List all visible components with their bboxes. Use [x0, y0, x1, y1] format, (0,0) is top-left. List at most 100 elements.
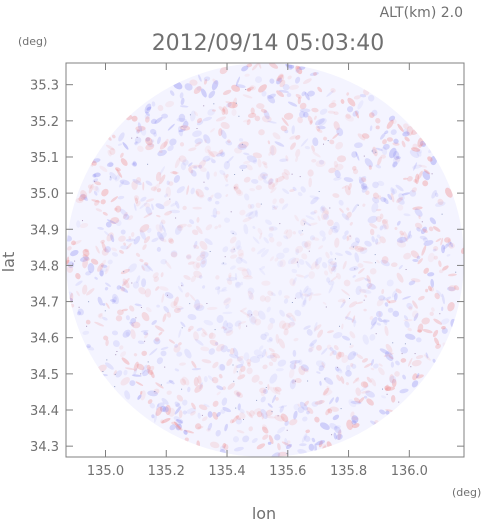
velocity-patch	[395, 288, 402, 294]
velocity-patch	[295, 76, 301, 84]
velocity-patch	[141, 265, 145, 271]
velocity-patch	[381, 256, 389, 264]
y-tick-label: 34.7	[30, 296, 59, 311]
velocity-patch	[381, 319, 390, 323]
velocity-patch	[188, 147, 197, 152]
velocity-patch	[429, 217, 437, 225]
velocity-patch	[447, 273, 457, 277]
velocity-patch	[367, 94, 375, 102]
velocity-patch	[221, 286, 227, 291]
speckle	[304, 223, 305, 225]
speckle	[291, 302, 293, 303]
velocity-patch	[200, 250, 206, 257]
velocity-patch	[382, 219, 389, 230]
velocity-patch	[204, 145, 211, 154]
velocity-patch	[335, 351, 342, 360]
velocity-patch	[105, 339, 109, 347]
speckle	[169, 198, 171, 200]
velocity-patch	[235, 76, 241, 87]
velocity-patch	[155, 382, 164, 389]
velocity-patch	[104, 286, 109, 291]
velocity-patch	[244, 193, 250, 201]
velocity-patch	[281, 172, 289, 180]
speckle	[334, 258, 336, 260]
velocity-patch	[357, 100, 364, 110]
velocity-patch	[309, 195, 320, 200]
velocity-patch	[178, 329, 182, 338]
velocity-patch	[91, 160, 97, 166]
velocity-patch	[236, 356, 245, 365]
velocity-patch	[169, 209, 181, 214]
velocity-patch	[205, 224, 213, 231]
velocity-patch	[272, 132, 281, 140]
velocity-patch	[382, 139, 387, 145]
velocity-patch	[345, 113, 351, 119]
velocity-patch	[102, 316, 108, 321]
velocity-patch	[271, 452, 281, 457]
velocity-patch	[413, 162, 418, 171]
velocity-patch	[345, 382, 349, 386]
velocity-patch	[412, 258, 419, 263]
velocity-patch	[416, 373, 420, 378]
velocity-patch	[453, 285, 460, 291]
velocity-patch	[395, 360, 400, 366]
velocity-patch	[121, 277, 130, 287]
velocity-patch	[448, 285, 457, 292]
velocity-patch	[212, 361, 219, 369]
speckle	[106, 359, 108, 361]
velocity-patch	[136, 275, 141, 284]
velocity-patch	[371, 202, 379, 213]
velocity-patch	[280, 413, 289, 423]
velocity-patch	[403, 177, 408, 180]
velocity-patch	[329, 225, 338, 230]
velocity-patch	[236, 355, 244, 362]
velocity-patch	[372, 146, 378, 157]
velocity-patch	[203, 78, 208, 85]
velocity-patch	[261, 348, 267, 358]
velocity-patch	[294, 309, 302, 317]
velocity-patch	[329, 347, 334, 352]
velocity-patch	[240, 258, 248, 264]
velocity-patch	[193, 244, 200, 249]
velocity-patch	[200, 167, 207, 173]
velocity-patch	[133, 203, 137, 212]
velocity-patch	[295, 135, 301, 140]
velocity-patch	[216, 314, 224, 324]
velocity-patch	[288, 321, 296, 326]
velocity-patch	[157, 104, 164, 112]
velocity-patch	[225, 183, 229, 187]
velocity-patch	[316, 344, 322, 351]
velocity-patch	[225, 173, 229, 178]
velocity-patch	[201, 359, 212, 364]
velocity-patch	[266, 94, 276, 104]
velocity-patch	[327, 258, 334, 264]
velocity-patch	[333, 176, 342, 181]
velocity-patch	[120, 377, 130, 386]
velocity-patch	[431, 189, 437, 199]
velocity-patch	[427, 252, 435, 263]
speckle	[123, 271, 125, 273]
velocity-patch	[333, 111, 339, 116]
velocity-patch	[240, 307, 247, 312]
velocity-patch	[432, 248, 437, 252]
velocity-patch	[269, 256, 275, 262]
velocity-patch	[202, 416, 208, 422]
velocity-patch	[115, 219, 122, 227]
velocity-patch	[368, 165, 372, 170]
velocity-patch	[101, 248, 109, 256]
velocity-patch	[390, 129, 397, 135]
speckle	[265, 387, 267, 388]
velocity-patch	[268, 181, 275, 190]
velocity-patch	[299, 443, 307, 447]
velocity-patch	[410, 250, 420, 259]
velocity-patch	[146, 365, 155, 373]
velocity-patch	[131, 162, 135, 166]
velocity-patch	[418, 295, 425, 301]
velocity-patch	[115, 205, 122, 213]
velocity-patch	[187, 261, 195, 265]
velocity-patch	[94, 321, 105, 327]
velocity-patch	[288, 368, 295, 379]
velocity-patch	[114, 174, 121, 182]
velocity-patch	[305, 215, 315, 220]
velocity-patch	[319, 206, 325, 213]
